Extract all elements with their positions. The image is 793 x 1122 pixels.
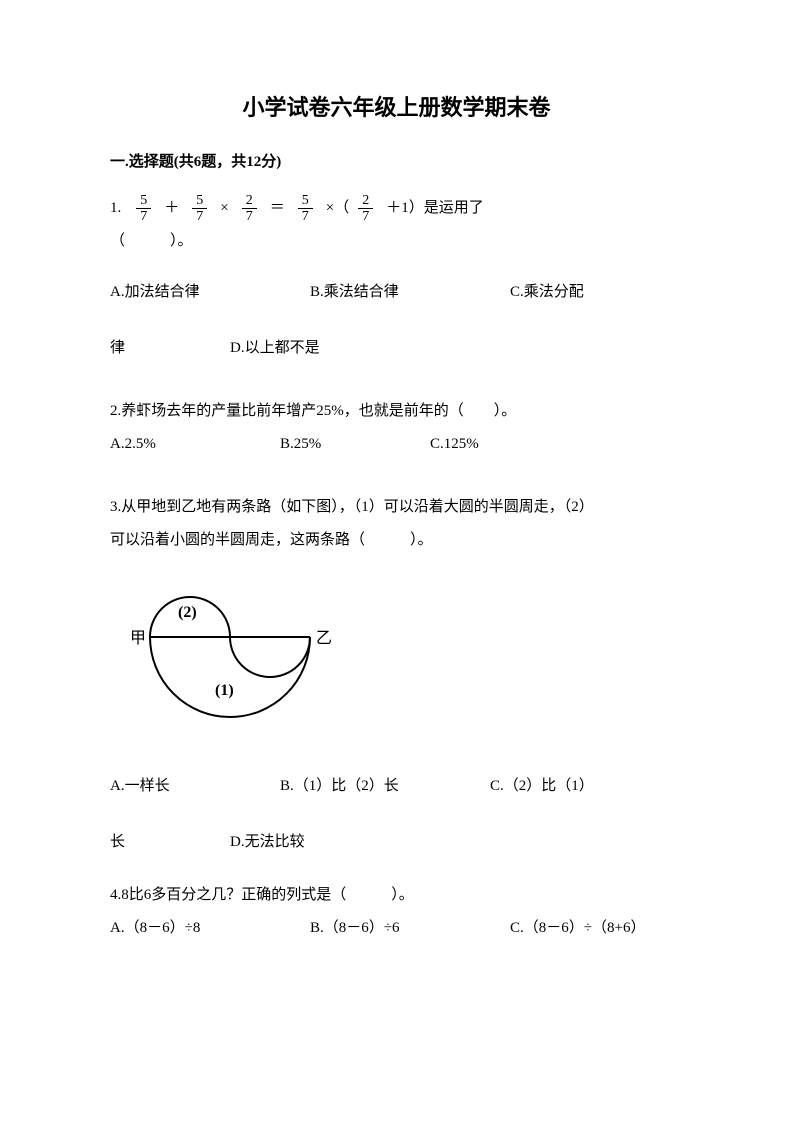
label-jia: 甲 (130, 630, 146, 647)
denominator: 7 (298, 209, 313, 224)
question-4: 4.8比6多百分之几？正确的列式是（ ）。 A.（8－6）÷8 B.（8－6）÷… (110, 879, 683, 945)
option-c: C.乘法分配 (510, 276, 584, 309)
label-1: (1) (215, 682, 234, 699)
fraction: 5 7 (192, 193, 207, 225)
times-paren: ×（ (326, 192, 349, 225)
option-b: B.（1）比（2）长 (280, 770, 490, 803)
label-2: (2) (178, 604, 197, 621)
option-a: A.加法结合律 (110, 276, 310, 309)
q3-diagram: 甲 乙 (2) (1) (110, 577, 683, 740)
option-c: C.（2）比（1） (490, 770, 594, 803)
option-c: C.125% (430, 428, 479, 461)
numerator: 5 (192, 193, 207, 209)
equals: ＝ (270, 192, 285, 225)
question-1: 1. 5 7 ＋ 5 7 × 2 7 ＝ 5 7 ×（ 2 7 ＋1）是运用了 … (110, 192, 683, 365)
fraction: 5 7 (136, 193, 151, 225)
page-title: 小学试卷六年级上册数学期末卷 (110, 90, 683, 125)
option-b: B.乘法结合律 (310, 276, 510, 309)
option-c: C.（8－6）÷（8+6） (510, 912, 645, 945)
numerator: 2 (358, 193, 373, 209)
denominator: 7 (242, 209, 257, 224)
section-header: 一.选择题(共6题，共12分) (110, 150, 683, 174)
q3-line2: 可以沿着小圆的半圆周走，这两条路（ ）。 (110, 524, 683, 557)
plus: ＋ (164, 192, 179, 225)
numerator: 2 (242, 193, 257, 209)
times: × (220, 192, 228, 225)
denominator: 7 (358, 209, 373, 224)
fraction: 5 7 (298, 193, 313, 225)
denominator: 7 (192, 209, 207, 224)
fraction: 2 7 (358, 193, 373, 225)
q3-line1: 3.从甲地到乙地有两条路（如下图），（1）可以沿着大圆的半圆周走，（2） (110, 491, 683, 524)
label-yi: 乙 (316, 630, 332, 647)
numerator: 5 (136, 193, 151, 209)
option-a: A.（8－6）÷8 (110, 912, 310, 945)
option-c-cont: 律 (110, 332, 230, 365)
option-a: A.2.5% (110, 428, 280, 461)
q2-text: 2.养虾场去年的产量比前年增产25%，也就是前年的（ ）。 (110, 395, 683, 428)
numerator: 5 (298, 193, 313, 209)
q1-prefix: 1. (110, 192, 121, 225)
question-3: 3.从甲地到乙地有两条路（如下图），（1）可以沿着大圆的半圆周走，（2） 可以沿… (110, 491, 683, 859)
fraction: 2 7 (242, 193, 257, 225)
option-d: D.无法比较 (230, 826, 305, 859)
denominator: 7 (136, 209, 151, 224)
option-d: D.以上都不是 (230, 332, 320, 365)
option-c-cont: 长 (110, 826, 230, 859)
option-b: B.（8－6）÷6 (310, 912, 510, 945)
q4-text: 4.8比6多百分之几？正确的列式是（ ）。 (110, 879, 683, 912)
q1-suffix: ＋1）是运用了 (386, 192, 484, 225)
option-a: A.一样长 (110, 770, 280, 803)
question-2: 2.养虾场去年的产量比前年增产25%，也就是前年的（ ）。 A.2.5% B.2… (110, 395, 683, 461)
q1-blank: （ ）。 (110, 225, 683, 258)
option-b: B.25% (280, 428, 430, 461)
